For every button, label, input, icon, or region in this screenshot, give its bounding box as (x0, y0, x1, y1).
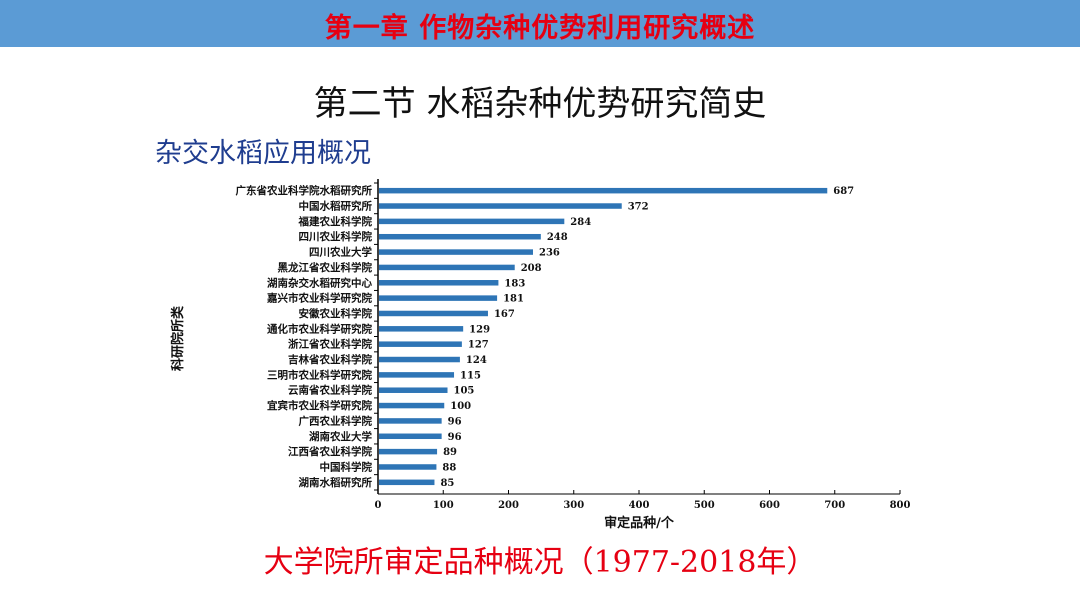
value-label: 284 (570, 217, 591, 228)
value-label: 183 (504, 278, 525, 289)
bar (379, 372, 455, 378)
bar (379, 464, 437, 470)
value-label: 248 (547, 232, 568, 243)
value-label: 100 (450, 401, 471, 412)
bar (379, 218, 565, 225)
category-label: 三明市农业科学研究院 (267, 368, 372, 381)
subtitle: 杂交水稻应用概况 (155, 138, 371, 169)
category-label: 黑龙江省农业科学院 (278, 261, 373, 274)
value-label: 89 (443, 447, 457, 458)
value-label: 96 (448, 432, 462, 443)
category-label: 中国科学院 (320, 460, 373, 473)
value-label: 96 (448, 416, 462, 427)
bar (379, 280, 499, 286)
x-tick-label: 400 (629, 500, 650, 511)
value-label: 115 (460, 370, 481, 381)
bar (379, 187, 828, 194)
category-label: 安徽农业科学院 (299, 307, 373, 320)
category-label: 浙江省农业科学院 (288, 338, 372, 351)
bar (379, 479, 435, 486)
bar (379, 233, 541, 240)
header-banner: 第一章 作物杂种优势利用研究概述 (0, 0, 1080, 47)
category-label: 云南省农业科学院 (288, 384, 372, 397)
category-label: 湖南水稻研究所 (299, 476, 373, 489)
category-label: 中国水稻研究所 (299, 200, 373, 213)
bar (379, 356, 460, 363)
x-axis-title: 审定品种/个 (604, 515, 675, 531)
category-label: 四川农业大学 (309, 246, 372, 259)
bar (379, 418, 442, 424)
x-tick-label: 500 (694, 500, 715, 511)
x-tick-label: 200 (498, 500, 519, 511)
category-label: 吉林省农业科学院 (288, 353, 372, 366)
category-label: 四川农业科学院 (299, 230, 373, 243)
x-tick-label: 300 (563, 500, 584, 511)
category-label: 嘉兴市农业科学研究院 (266, 292, 372, 305)
chapter-title: 第一章 作物杂种优势利用研究概述 (324, 13, 756, 44)
bar-chart: 广东省农业科学院水稻研究所 687 中国水稻研究所 372 福建农业科学院 284 四川农业… (170, 179, 911, 531)
bar (379, 295, 498, 301)
value-label: 236 (539, 248, 560, 259)
bar (379, 341, 462, 347)
bar (379, 249, 533, 255)
x-tick-label: 600 (759, 500, 780, 511)
value-label: 127 (468, 340, 489, 351)
category-label: 湖南杂交水稻研究中心 (267, 276, 372, 289)
x-tick-label: 800 (890, 500, 911, 511)
value-label: 208 (521, 263, 542, 274)
y-axis-title: 科研院所类 (170, 305, 186, 371)
section-title: 第二节 水稻杂种优势研究简史 (313, 84, 767, 124)
x-tick-label: 100 (433, 500, 454, 511)
category-label: 广东省农业科学院水稻研究所 (236, 184, 373, 197)
bar (379, 402, 445, 409)
x-tick-label: 700 (824, 500, 845, 511)
bar (379, 433, 442, 440)
chart-caption: 大学院所审定品种概况（1977-2018年） (263, 545, 817, 580)
value-label: 372 (628, 202, 649, 213)
value-label: 181 (503, 294, 524, 305)
category-label: 宜宾市农业科学研究院 (267, 399, 372, 412)
bar (379, 264, 515, 271)
x-tick-label: 0 (375, 500, 382, 511)
value-label: 88 (442, 462, 456, 473)
category-label: 通化市农业科学研究院 (267, 322, 372, 335)
category-label: 湖南农业大学 (309, 430, 372, 443)
bar (379, 326, 464, 332)
category-label: 福建农业科学院 (298, 215, 373, 228)
bar (379, 448, 438, 455)
value-label: 124 (466, 355, 487, 366)
category-label: 江西省农业科学院 (288, 445, 372, 458)
category-label: 广西农业科学院 (299, 414, 373, 427)
value-label: 129 (469, 324, 490, 335)
value-label: 687 (833, 186, 854, 197)
value-label: 167 (494, 309, 515, 320)
value-label: 85 (440, 478, 454, 489)
bar (379, 203, 622, 209)
bar (379, 310, 488, 317)
bar (379, 387, 448, 393)
value-label: 105 (454, 386, 475, 397)
